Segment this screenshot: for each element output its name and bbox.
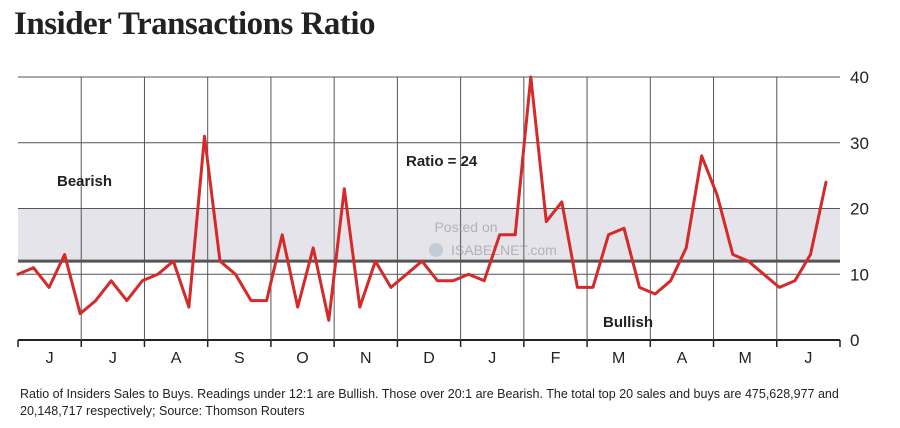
x-tick-label: F (551, 350, 561, 367)
y-tick-label: 30 (850, 134, 869, 153)
watermark-line1: Posted on (434, 219, 497, 235)
tick-labels: 0 10 20 30 40 J J A S O N D J F M A M J (46, 68, 869, 367)
source-note: Ratio of Insiders Sales to Buys. Reading… (20, 387, 839, 418)
x-tick-label: D (423, 350, 435, 367)
x-tick-label: J (109, 350, 117, 367)
y-tick-label: 20 (850, 200, 869, 219)
y-tick-label: 10 (850, 265, 869, 284)
x-tick-label: M (738, 350, 751, 367)
grid (17, 76, 841, 347)
bearish-zone (18, 208, 840, 262)
ratio-line (16, 75, 828, 322)
x-tick-label: J (46, 350, 54, 367)
chart: 0 10 20 30 40 J J A S O N D J F M A M J Posted on ISABELN… (16, 68, 869, 367)
ratio-label: Ratio = 24 (406, 153, 478, 170)
x-tick-label: N (360, 350, 372, 367)
x-tick-label: J (488, 350, 496, 367)
bullish-label: Bullish (603, 314, 653, 331)
watermark-globe-icon (429, 243, 443, 257)
x-tick-label: J (804, 350, 812, 367)
y-tick-label: 0 (850, 331, 859, 350)
y-tick-label: 40 (850, 68, 869, 87)
watermark-line2: ISABELNET.com (451, 242, 557, 258)
x-tick-label: M (612, 350, 625, 367)
bearish-label: Bearish (57, 173, 112, 190)
chart-title: Insider Transactions Ratio (14, 6, 376, 42)
x-tick-label: O (296, 350, 308, 367)
x-tick-label: A (171, 350, 182, 367)
x-tick-label: A (677, 350, 688, 367)
watermark: Posted on ISABELNET.com (429, 219, 557, 258)
x-tick-label: S (234, 350, 245, 367)
